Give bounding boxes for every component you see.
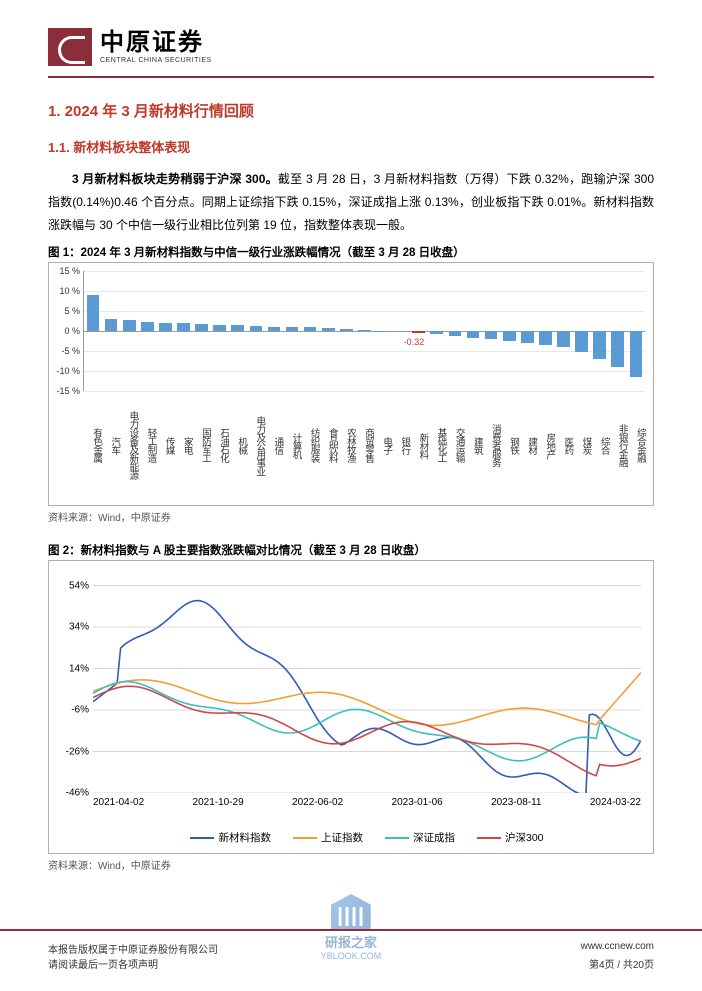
figure-2-box: 54%34%14%-6%-26%-46% 2021-04-022021-10-2…	[48, 560, 654, 854]
figure-2-title: 图 2：新材料指数与 A 股主要指数涨跌幅对比情况（截至 3 月 28 日收盘）	[48, 542, 654, 558]
page-footer: 本报告版权属于中原证券股份有限公司 www.ccnew.com 请阅读最后一页各…	[0, 929, 702, 991]
watermark-icon	[331, 894, 371, 930]
bar-chart: 15 %10 %5 %0 %-5 %-10 %-15 %-0.32 有色金属汽车…	[53, 271, 649, 501]
footer-page: 第4页 / 共20页	[589, 956, 654, 971]
brand-logo	[48, 28, 92, 66]
legend-item: 沪深300	[477, 830, 544, 845]
footer-website: www.ccnew.com	[581, 941, 654, 956]
line-chart: 54%34%14%-6%-26%-46% 2021-04-022021-10-2…	[53, 569, 649, 849]
paragraph-1: 3 月新材料板块走势稍弱于沪深 300。截至 3 月 28 日，3 月新材料指数…	[48, 168, 654, 236]
legend-item: 上证指数	[293, 830, 363, 845]
paragraph-1-lead: 3 月新材料板块走势稍弱于沪深 300。	[72, 172, 278, 186]
page-header: 中原证券 CENTRAL CHINA SECURITIES	[48, 28, 654, 78]
figure-2-source: 资料来源：Wind，中原证券	[48, 857, 654, 872]
footer-disclaimer: 请阅读最后一页各项声明	[48, 956, 158, 971]
figure-1-title: 图 1：2024 年 3 月新材料指数与中信一级行业涨跌幅情况（截至 3 月 2…	[48, 244, 654, 260]
footer-copyright: 本报告版权属于中原证券股份有限公司	[48, 941, 218, 956]
section-heading-11: 1.1. 新材料板块整体表现	[48, 137, 654, 156]
figure-1-source: 资料来源：Wind，中原证券	[48, 509, 654, 524]
legend-item: 新材料指数	[190, 830, 271, 845]
figure-1-box: 15 %10 %5 %0 %-5 %-10 %-15 %-0.32 有色金属汽车…	[48, 262, 654, 506]
legend-item: 深证成指	[385, 830, 455, 845]
section-heading-1: 1. 2024 年 3 月新材料行情回顾	[48, 100, 654, 121]
brand-name: 中原证券	[100, 30, 212, 56]
brand-name-en: CENTRAL CHINA SECURITIES	[100, 57, 212, 64]
